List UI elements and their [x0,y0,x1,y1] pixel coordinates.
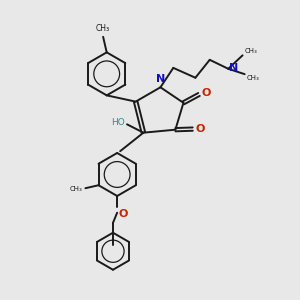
Text: N: N [156,74,165,84]
Text: N: N [230,63,239,73]
Text: HO: HO [111,118,124,127]
Text: CH₃: CH₃ [95,24,110,33]
Text: CH₃: CH₃ [244,48,257,54]
Text: O: O [118,209,128,219]
Text: CH₃: CH₃ [69,186,82,192]
Text: O: O [195,124,205,134]
Text: O: O [201,88,211,98]
Text: CH₃: CH₃ [247,75,259,81]
